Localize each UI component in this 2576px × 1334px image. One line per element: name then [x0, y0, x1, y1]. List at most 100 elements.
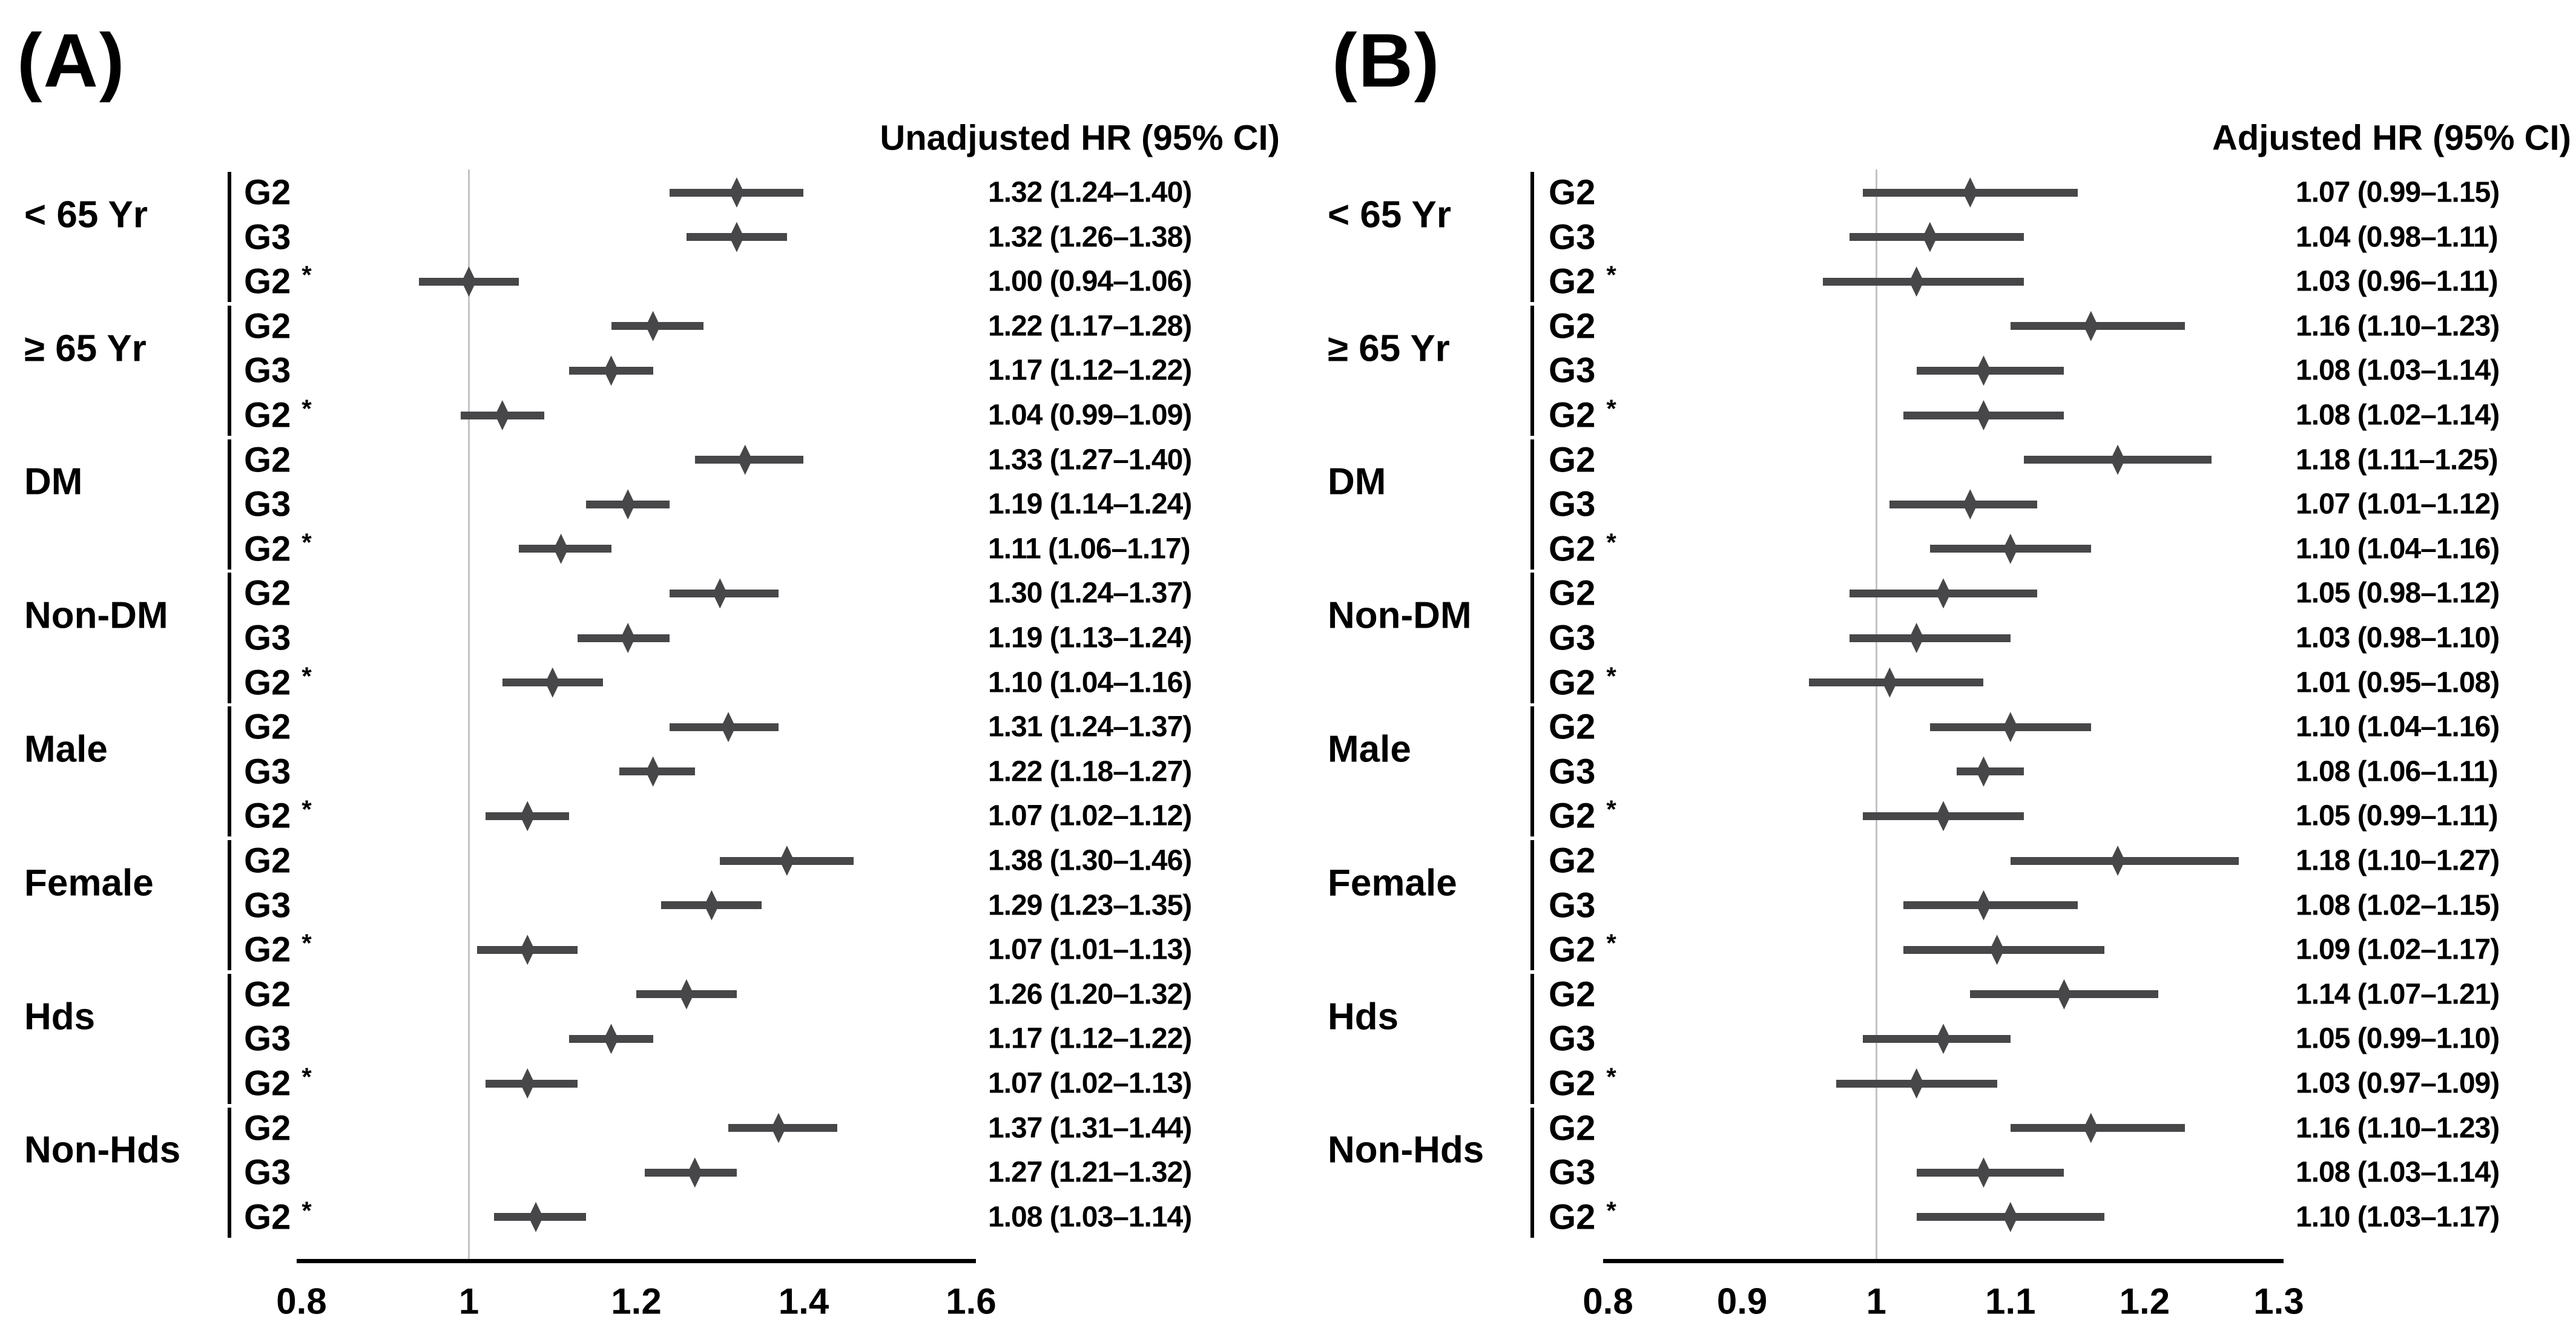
row-label: G3 — [244, 1152, 291, 1192]
panel-a-title: (A) — [17, 19, 126, 103]
group-bracket — [1530, 973, 1534, 1104]
hr-point-diamond — [1963, 177, 1978, 208]
row-label-asterisk: * — [301, 795, 312, 824]
row-label: G2 — [244, 974, 291, 1014]
row-label: G2 — [1549, 440, 1596, 480]
hr-point-diamond — [520, 801, 535, 832]
hr-point-diamond — [1882, 667, 1897, 698]
axis-tick-label: 1.3 — [2253, 1281, 2304, 1322]
axis-tick-label: 1.4 — [778, 1281, 829, 1322]
row-label: G3 — [244, 752, 291, 792]
row-label: G2 * — [1549, 394, 1616, 435]
hr-value: 1.16 (1.10–1.23) — [2296, 1112, 2500, 1145]
hr-point-diamond — [2003, 1201, 2018, 1232]
hr-point-diamond — [2083, 1112, 2098, 1143]
hr-value: 1.26 (1.20–1.32) — [988, 978, 1192, 1011]
hr-value: 1.10 (1.04–1.16) — [2296, 711, 2500, 743]
row-label: G2 * — [244, 528, 312, 569]
subgroup-label: DM — [1328, 461, 1386, 503]
hr-value: 1.32 (1.26–1.38) — [988, 221, 1192, 254]
subgroup-label: Non-Hds — [1328, 1129, 1484, 1171]
hr-point-diamond — [495, 400, 510, 430]
hr-value: 1.38 (1.30–1.46) — [988, 844, 1192, 877]
hr-point-diamond — [1976, 1157, 1991, 1188]
hr-value: 1.14 (1.07–1.21) — [2296, 978, 2500, 1011]
group-bracket — [228, 840, 231, 971]
hr-value: 1.08 (1.03–1.14) — [988, 1201, 1192, 1234]
row-label: G2 — [1549, 974, 1596, 1014]
subgroup-label: Male — [1328, 728, 1411, 770]
row-label-asterisk: * — [301, 1196, 312, 1225]
x-axis-line — [297, 1259, 976, 1263]
hr-point-diamond — [604, 355, 619, 386]
row-label-asterisk: * — [1606, 394, 1616, 423]
row-label: G2 * — [1549, 662, 1616, 703]
hr-value: 1.18 (1.10–1.27) — [2296, 844, 2500, 877]
hr-point-diamond — [1922, 222, 1937, 252]
row-label-asterisk: * — [1606, 260, 1616, 289]
subgroup-label: Non-DM — [1328, 594, 1472, 637]
hr-point-diamond — [1976, 890, 1991, 921]
hr-value: 1.16 (1.10–1.23) — [2296, 310, 2500, 343]
hr-point-diamond — [2003, 712, 2018, 743]
hr-value: 1.31 (1.24–1.37) — [988, 711, 1192, 743]
subgroup-label: < 65 Yr — [1328, 194, 1451, 236]
subgroup-label: < 65 Yr — [24, 194, 148, 236]
row-label: G2 — [244, 1108, 291, 1148]
hr-point-diamond — [687, 1157, 702, 1188]
subgroup-label: ≥ 65 Yr — [24, 327, 147, 370]
hr-value: 1.05 (0.99–1.11) — [2296, 800, 2499, 832]
hr-point-diamond — [737, 444, 753, 475]
panel-b-title: (B) — [1332, 19, 1441, 103]
reference-line — [468, 169, 470, 1259]
hr-point-diamond — [721, 712, 736, 743]
row-label: G2 * — [244, 662, 312, 703]
hr-value: 1.08 (1.02–1.15) — [2296, 889, 2500, 922]
group-bracket — [228, 172, 231, 303]
group-bracket — [1530, 172, 1534, 303]
row-label: G2 — [244, 440, 291, 480]
row-label: G3 — [244, 484, 291, 524]
subgroup-label: Hds — [1328, 996, 1399, 1038]
hr-point-diamond — [461, 266, 476, 297]
group-bracket — [1530, 439, 1534, 570]
x-axis-line — [1603, 1259, 2284, 1263]
hr-value: 1.10 (1.04–1.16) — [2296, 533, 2500, 565]
panel-b-value-header: Adjusted HR (95% CI) — [2212, 118, 2571, 158]
row-label-asterisk: * — [1606, 1062, 1616, 1091]
row-label: G2 * — [1549, 1062, 1616, 1103]
group-bracket — [1530, 706, 1534, 837]
hr-point-diamond — [621, 623, 636, 653]
hr-point-diamond — [1976, 756, 1991, 787]
row-label: G2 — [244, 707, 291, 747]
axis-tick-label: 1.1 — [1985, 1281, 2036, 1322]
hr-point-diamond — [679, 979, 694, 1010]
panel-a-value-header: Unadjusted HR (95% CI) — [880, 118, 1280, 158]
hr-value: 1.07 (1.02–1.12) — [988, 800, 1192, 832]
hr-value: 1.03 (0.97–1.09) — [2296, 1067, 2500, 1100]
hr-point-diamond — [2083, 310, 2098, 341]
hr-point-diamond — [645, 310, 660, 341]
hr-point-diamond — [2110, 444, 2126, 475]
hr-value: 1.07 (1.02–1.13) — [988, 1067, 1192, 1100]
hr-value: 1.01 (0.95–1.08) — [2296, 666, 2500, 699]
hr-point-diamond — [771, 1112, 786, 1143]
hr-value: 1.11 (1.06–1.17) — [988, 533, 1191, 565]
group-bracket — [228, 305, 231, 436]
row-label: G3 — [244, 350, 291, 390]
subgroup-label: Non-DM — [24, 594, 168, 637]
hr-point-diamond — [1976, 400, 1991, 430]
row-label: G2 * — [244, 260, 312, 301]
hr-value: 1.19 (1.14–1.24) — [988, 488, 1192, 521]
hr-point-diamond — [604, 1024, 619, 1054]
axis-tick-label: 1 — [1866, 1281, 1886, 1322]
axis-tick-label: 0.8 — [1583, 1281, 1633, 1322]
row-label: G2 * — [244, 928, 312, 970]
row-label: G3 — [1549, 1019, 1596, 1059]
hr-value: 1.05 (0.98–1.12) — [2296, 577, 2500, 610]
hr-value: 1.19 (1.13–1.24) — [988, 622, 1192, 654]
hr-point-diamond — [729, 222, 744, 252]
row-label: G2 — [244, 172, 291, 212]
row-label: G3 — [1549, 350, 1596, 390]
row-label: G2 — [244, 573, 291, 613]
